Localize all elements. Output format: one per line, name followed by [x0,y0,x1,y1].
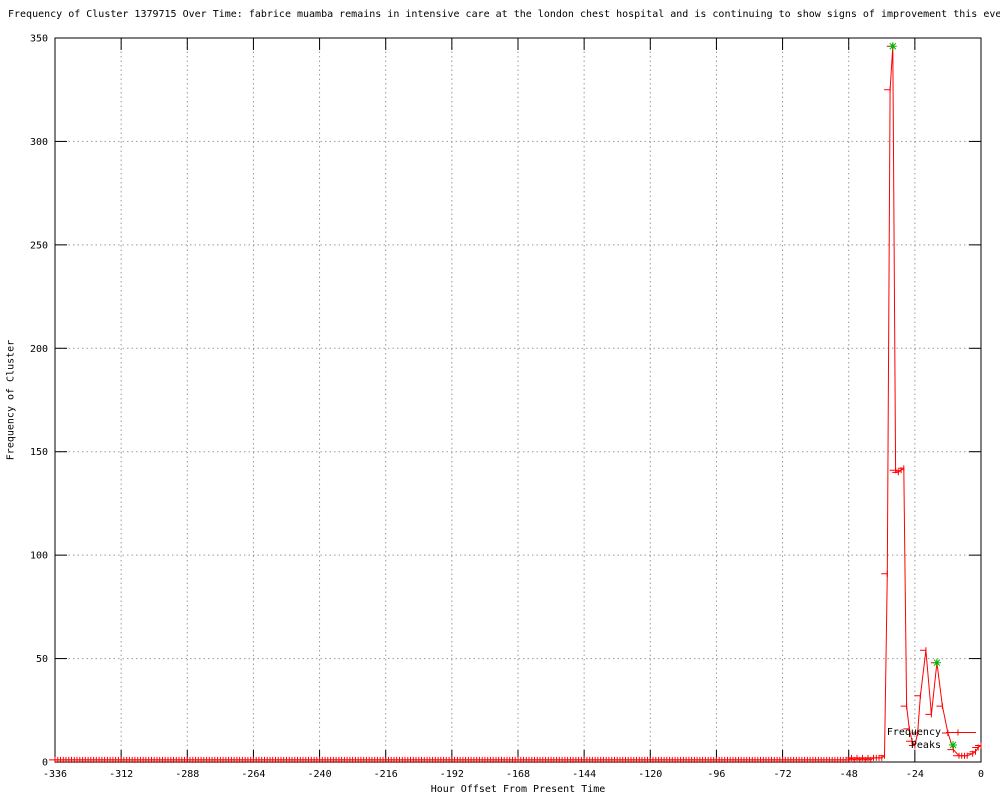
x-tick-label: -48 [840,769,858,780]
y-tick-label: 0 [42,758,48,769]
x-tick-label: -120 [638,769,662,780]
x-tick-label: -96 [707,769,725,780]
x-tick-label: -168 [506,769,530,780]
x-tick-label: -192 [440,769,464,780]
legend-label-peaks: Peaks [910,740,941,751]
x-tick-label: -24 [906,769,924,780]
y-tick-label: 300 [30,137,48,148]
x-tick-label: -288 [175,769,199,780]
y-tick-label: 350 [30,34,48,45]
x-tick-label: 0 [978,769,984,780]
legend-frequency-sample-point [955,729,961,736]
y-tick-label: 50 [36,654,48,665]
frequency-point-markers [49,43,982,763]
x-tick-label: -312 [109,769,133,780]
x-axis-label: Hour Offset From Present Time [430,784,606,795]
y-tick-label: 250 [30,240,48,251]
x-tick-label: -264 [241,769,265,780]
y-tick-label: 200 [30,344,48,355]
chart-title: Frequency of Cluster 1379715 Over Time: … [8,9,1000,20]
y-axis-label: Frequency of Cluster [5,339,17,461]
x-tick-label: -72 [774,769,792,780]
x-tick-label: -336 [43,769,67,780]
x-tick-label: -144 [572,769,596,780]
x-tick-label: -240 [308,769,332,780]
x-tick-label: -216 [374,769,398,780]
y-tick-label: 100 [30,551,48,562]
legend-label-frequency: Frequency [886,727,941,738]
legend-peaks-sample-star [949,741,957,749]
peaks-star-markers [888,42,941,667]
y-tick-label: 150 [30,447,48,458]
